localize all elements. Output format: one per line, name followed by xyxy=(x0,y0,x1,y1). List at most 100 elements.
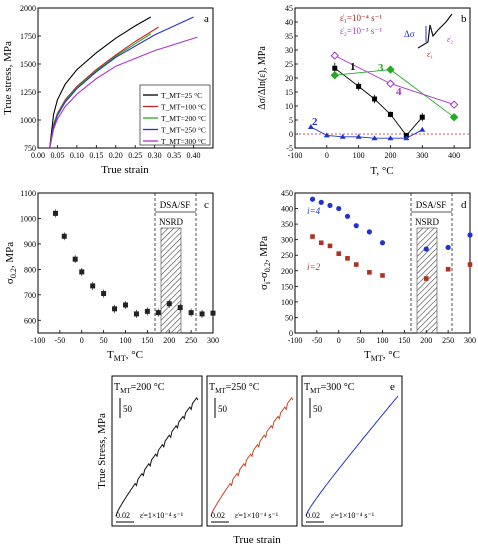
panel-b-point-1-6 xyxy=(403,135,410,141)
panel-b-xtick-label-0: -100 xyxy=(288,151,303,160)
panel-c-chart: DSA/SF NSRD -100 -50 0 50 100 150 200 250 300 600… xyxy=(4,189,219,363)
panel-a-plot-frame xyxy=(37,7,214,149)
panel-d-xtick-label-7: 250 xyxy=(442,336,454,345)
panel-c-point-11 xyxy=(166,301,172,307)
panel-e-curve-0 xyxy=(115,397,199,517)
panel-e-sub2-title: TMT=250 °C xyxy=(209,382,260,395)
panel-b-xlabel: T, °C xyxy=(370,165,393,177)
panel-c-ytick-label-1: 700 xyxy=(24,291,36,300)
panel-e-sub2-strain-scale: 0.02 xyxy=(211,511,225,520)
panel-d-point-1-3 xyxy=(336,251,342,256)
panel-a-xlabel: True strain xyxy=(101,164,149,176)
panel-b-inset-curve xyxy=(417,13,453,49)
panel-c-xtick-label-4: 100 xyxy=(120,336,132,345)
panel-a-legend-label-3: T_MT=250 °C xyxy=(161,126,206,135)
panel-c-point-7 xyxy=(123,302,128,308)
panel-a-ticks: 0.00 0.05 0.10 0.15 0.20 0.25 0.30 0.35 0.40 750 1… xyxy=(20,4,201,160)
panel-e-sub1-strain-scale: 0.02 xyxy=(116,511,130,520)
panel-b-point-2-0 xyxy=(330,70,339,80)
panel-b-ytick-label-8: 35 xyxy=(285,32,293,41)
panel-a-ytick-label-4: 1750 xyxy=(20,32,36,41)
panel-d-xtick-label-1: -50 xyxy=(312,336,323,345)
panel-d-ytick-label-8: 400 xyxy=(281,205,293,214)
panel-d-point-0-10 xyxy=(467,232,473,238)
panel-d-tag: d xyxy=(461,199,467,211)
panel-b-ytick-label-3: 10 xyxy=(285,102,293,111)
panel-b-tag: b xyxy=(461,13,467,25)
panel-b-point-0-5 xyxy=(419,114,425,120)
panel-c-tag: c xyxy=(204,199,209,211)
panel-b-ytick-label-2: 5 xyxy=(289,116,293,125)
panel-b-ytick-label-7: 30 xyxy=(285,46,293,55)
panel-c-xtick-label-1: -50 xyxy=(55,336,66,345)
panel-b-point-1-3 xyxy=(355,133,362,139)
panel-b-point-0-1 xyxy=(356,83,362,89)
panel-d-point-0-5 xyxy=(353,223,359,229)
panel-c-xtick-label-0: -100 xyxy=(31,336,46,345)
panel-d-point-1-7 xyxy=(380,273,385,278)
panel-b-point-0-0 xyxy=(332,65,338,71)
panel-c-ylabel: σ0.2, MPa xyxy=(4,242,18,284)
panel-b-point-2-1 xyxy=(386,65,395,74)
panel-e-sub3-strain-scale: 0.02 xyxy=(306,511,320,520)
panel-a-lines xyxy=(49,16,198,149)
panel-c-xtick-label-3: 50 xyxy=(100,336,108,345)
panel-a-ylabel: True stress, MPa xyxy=(2,41,14,115)
panel-a-xtick-label-5: 0.25 xyxy=(128,151,142,160)
panel-a-chart: 0.00 0.05 0.10 0.15 0.20 0.25 0.30 0.35 0.40 750 1… xyxy=(2,4,214,176)
panel-c-point-5 xyxy=(101,291,107,297)
panel-a-xtick-label-3: 0.15 xyxy=(89,151,103,160)
panel-a-tag: a xyxy=(204,13,209,25)
panel-b-ylabel: Δσ/Δln(ε̇), MPa xyxy=(257,46,268,110)
panel-b-series-line-1 xyxy=(310,126,423,139)
panel-b-point-3-2 xyxy=(449,100,459,109)
panel-c-xtick-label-7: 250 xyxy=(185,336,197,345)
panel-d-plot-frame xyxy=(294,192,471,334)
panel-d-xtick-label-3: 50 xyxy=(357,336,365,345)
panel-d-point-1-10 xyxy=(467,262,473,267)
panel-c-point-15 xyxy=(210,310,216,316)
panel-d-points xyxy=(309,196,473,281)
panel-c-nsrd-region xyxy=(160,227,182,334)
panel-d-ytick-label-3: 150 xyxy=(281,282,293,291)
panel-e-sub1-stress-scale: 50 xyxy=(123,404,133,414)
panel-d-point-0-3 xyxy=(336,205,342,212)
panel-c-point-8 xyxy=(133,311,139,317)
panel-c-point-10 xyxy=(155,310,161,316)
panel-b-point-1-1 xyxy=(323,132,330,138)
panel-c-ytick-label-3: 900 xyxy=(24,240,36,249)
panel-c-xtick-label-8: 300 xyxy=(207,336,219,345)
panel-d-ytick-label-1: 50 xyxy=(285,313,293,322)
panel-b-xtick-label-1: 0 xyxy=(325,151,329,160)
panel-d-xlabel: TMT, °C xyxy=(364,349,400,363)
panel-c-point-6 xyxy=(112,306,118,312)
panel-d-ytick-label-0: 0 xyxy=(289,329,293,338)
panel-c-point-12 xyxy=(177,305,183,311)
panel-c-xlabel: TMT, °C xyxy=(107,349,143,363)
panel-c-point-0 xyxy=(53,210,58,216)
panel-b-point-3-1 xyxy=(386,79,395,88)
panel-b-inset-dsigma: Δσ xyxy=(404,29,415,39)
panel-b-plot-frame xyxy=(294,7,471,149)
panel-c-ytick-label-4: 1000 xyxy=(20,214,36,223)
panel-b-point-0-3 xyxy=(387,111,393,117)
panel-b-xtick-label-5: 400 xyxy=(448,151,460,160)
panel-c-points xyxy=(53,209,216,318)
panel-e-sub1-title: TMT=200 °C xyxy=(114,382,165,395)
panel-b-inset: Δσ ε̇₁ ε̇₂ xyxy=(404,13,453,59)
panel-d-dsa-label: DSA/SF xyxy=(416,200,447,210)
panel-a-legend-label-1: T_MT=100 °C xyxy=(161,103,206,112)
panel-c-point-13 xyxy=(188,310,194,316)
panel-e-sub2-stress-scale: 50 xyxy=(218,404,228,414)
panel-b-series xyxy=(307,51,459,141)
panel-a-xtick-label-8: 0.40 xyxy=(187,151,201,160)
panel-e-curve-2 xyxy=(305,395,399,517)
panel-b-xtick-label-2: 100 xyxy=(353,151,365,160)
panel-a-ytick-label-1: 1000 xyxy=(20,116,36,125)
panel-b-xtick-label-4: 300 xyxy=(416,151,428,160)
panel-d-point-0-6 xyxy=(366,229,372,235)
panel-b-ytick-label-10: 45 xyxy=(285,4,293,13)
panel-b-series4-label: 4 xyxy=(396,86,402,98)
panel-c-ytick-label-2: 800 xyxy=(24,265,36,274)
panel-d-ytick-label-6: 300 xyxy=(281,236,293,245)
